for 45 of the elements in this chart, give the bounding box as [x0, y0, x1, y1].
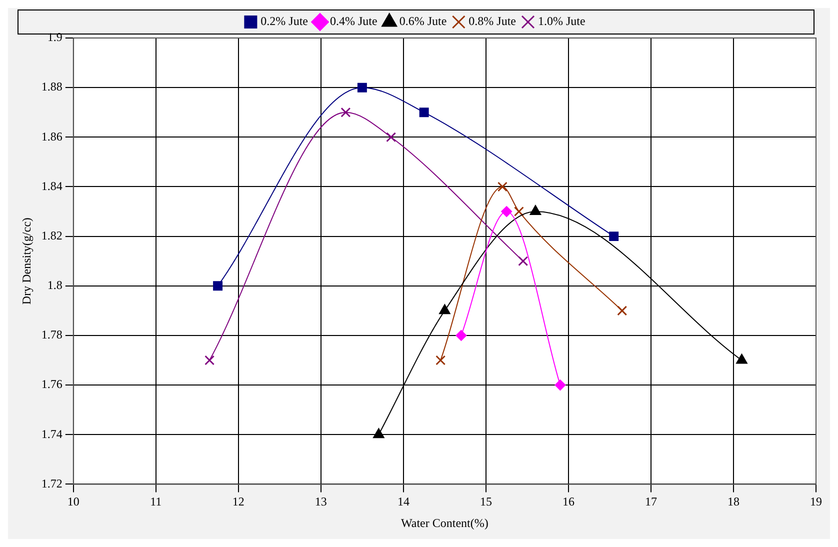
- point: [497, 182, 508, 192]
- legend-label: 0.6% Jute: [399, 14, 447, 28]
- point: [386, 132, 396, 142]
- point: [439, 304, 450, 314]
- point: [518, 256, 528, 266]
- point: [530, 205, 542, 216]
- point: [340, 107, 351, 118]
- x-tick-label: 15: [480, 494, 492, 509]
- point: [372, 428, 384, 438]
- y-axis-title: Dry Density(g/cc): [19, 218, 34, 305]
- point: [617, 306, 628, 316]
- y-tick-label: 1.8: [47, 278, 62, 292]
- x-tick-label: 14: [397, 494, 410, 509]
- legend-label: 0.4% Jute: [330, 14, 378, 28]
- point: [554, 380, 566, 391]
- point: [419, 108, 429, 118]
- legend-label: 0.8% Jute: [468, 14, 516, 28]
- point: [213, 281, 223, 291]
- x-tick-label: 19: [810, 494, 822, 509]
- x-tick-label: 13: [314, 494, 327, 509]
- point: [609, 232, 619, 242]
- y-tick-label: 1.72: [41, 476, 62, 490]
- point: [514, 206, 524, 217]
- legend-label: 1.0% Jute: [538, 14, 586, 28]
- y-tick-label: 1.82: [41, 228, 62, 242]
- x-axis-title: Water Content(%): [401, 516, 488, 530]
- x-tick-label: 17: [644, 494, 657, 509]
- y-tick-label: 1.84: [41, 178, 62, 193]
- x-tick-label: 10: [67, 494, 80, 509]
- x-tick-label: 16: [562, 494, 574, 509]
- point: [204, 355, 215, 366]
- y-tick-label: 1.78: [41, 328, 62, 342]
- y-tick-label: 1.88: [41, 80, 62, 94]
- point: [436, 355, 446, 366]
- y-tick-label: 1.74: [41, 426, 62, 441]
- x-tick-label: 11: [150, 494, 162, 509]
- point: [501, 206, 512, 218]
- point: [456, 330, 467, 341]
- y-tick-label: 1.86: [41, 129, 62, 144]
- x-tick-label: 18: [727, 494, 740, 509]
- point: [357, 82, 367, 92]
- y-tick-label: 1.76: [41, 377, 62, 392]
- legend-label: 0.2% Jute: [260, 14, 308, 28]
- point: [736, 354, 748, 364]
- x-tick-label: 12: [232, 494, 244, 509]
